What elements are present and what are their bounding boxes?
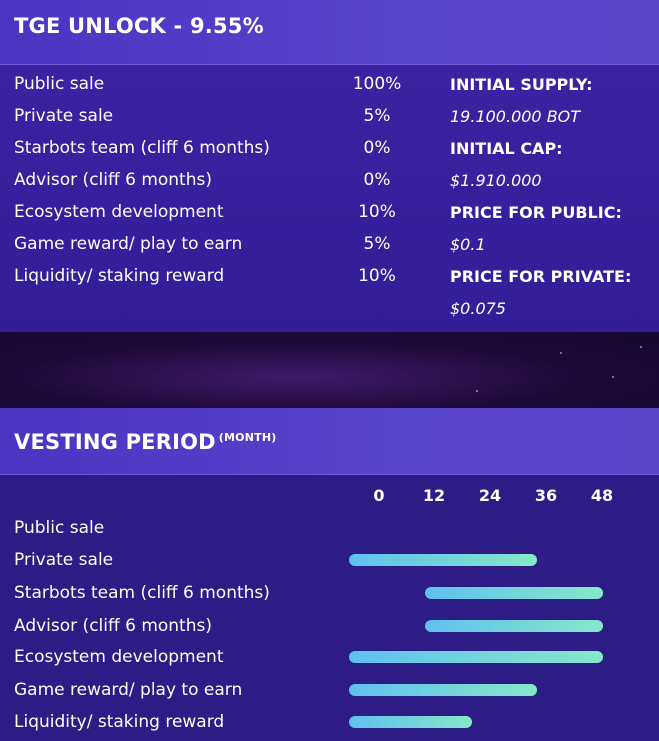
vesting-period-title: VESTING PERIOD (MONTH) xyxy=(14,430,276,454)
tge-row-label: Advisor (cliff 6 months) xyxy=(14,170,212,190)
x-tick-label: 36 xyxy=(534,486,558,505)
x-tick-label: 24 xyxy=(478,486,502,505)
x-tick-label: 12 xyxy=(422,486,446,505)
star-decoration xyxy=(612,376,614,378)
tge-row-pct: 10% xyxy=(358,202,396,222)
vesting-period-panel: VESTING PERIOD (MONTH) 0 12 24 36 48 Publ… xyxy=(0,408,659,741)
tge-row-pct: 5% xyxy=(363,106,391,126)
tge-row-label: Liquidity/ staking reward xyxy=(14,266,225,286)
vesting-bar xyxy=(349,716,472,728)
vesting-bar xyxy=(349,684,537,696)
price-private-value: $0.075 xyxy=(450,299,506,318)
x-tick-label: 0 xyxy=(373,486,385,505)
tge-unlock-body: Public sale 100% Private sale 5% Starbot… xyxy=(0,65,659,332)
vesting-chart: 0 12 24 36 48 Public sale Private sale S… xyxy=(0,475,659,741)
vesting-category-label: Starbots team (cliff 6 months) xyxy=(14,583,270,603)
tge-row-label: Private sale xyxy=(14,106,114,126)
vesting-category-label: Private sale xyxy=(14,550,114,570)
tge-row-pct: 5% xyxy=(363,234,391,254)
star-decoration xyxy=(640,346,642,348)
tge-row-pct: 0% xyxy=(363,138,391,158)
star-decoration xyxy=(560,352,562,354)
vesting-category-label: Public sale xyxy=(14,518,105,538)
tge-unlock-header: TGE UNLOCK - 9.55% xyxy=(0,0,659,65)
initial-cap-heading: INITIAL CAP: xyxy=(450,139,563,158)
tge-unlock-title: TGE UNLOCK - 9.55% xyxy=(14,14,264,38)
vesting-bar xyxy=(425,620,603,632)
tge-row-label: Game reward/ play to earn xyxy=(14,234,243,254)
initial-supply-heading: INITIAL SUPPLY: xyxy=(450,75,593,94)
initial-cap-value: $1.910.000 xyxy=(450,171,542,190)
vesting-category-label: Game reward/ play to earn xyxy=(14,680,243,700)
initial-supply-value: 19.100.000 BOT xyxy=(450,107,581,126)
vesting-bar xyxy=(349,554,537,566)
vesting-category-label: Advisor (cliff 6 months) xyxy=(14,616,212,636)
vesting-bar xyxy=(349,651,603,663)
chart-title: VESTING PERIOD xyxy=(14,430,216,454)
chart-title-unit: (MONTH) xyxy=(218,431,277,444)
vesting-category-label: Ecosystem development xyxy=(14,647,224,667)
tge-row-label: Starbots team (cliff 6 months) xyxy=(14,138,270,158)
price-public-value: $0.1 xyxy=(450,235,486,254)
tge-unlock-panel: TGE UNLOCK - 9.55% Public sale 100% Priv… xyxy=(0,0,659,332)
price-public-heading: PRICE FOR PUBLIC: xyxy=(450,203,622,222)
vesting-bar xyxy=(425,587,603,599)
tge-row-label: Public sale xyxy=(14,74,105,94)
tge-row-pct: 0% xyxy=(363,170,391,190)
price-private-heading: PRICE FOR PRIVATE: xyxy=(450,267,632,286)
tge-row-label: Ecosystem development xyxy=(14,202,224,222)
vesting-period-header: VESTING PERIOD (MONTH) xyxy=(0,408,659,475)
star-decoration xyxy=(476,390,478,392)
vesting-category-label: Liquidity/ staking reward xyxy=(14,712,225,732)
x-tick-label: 48 xyxy=(590,486,614,505)
tge-row-pct: 10% xyxy=(358,266,396,286)
tge-row-pct: 100% xyxy=(352,74,402,94)
space-background-band xyxy=(0,332,659,408)
